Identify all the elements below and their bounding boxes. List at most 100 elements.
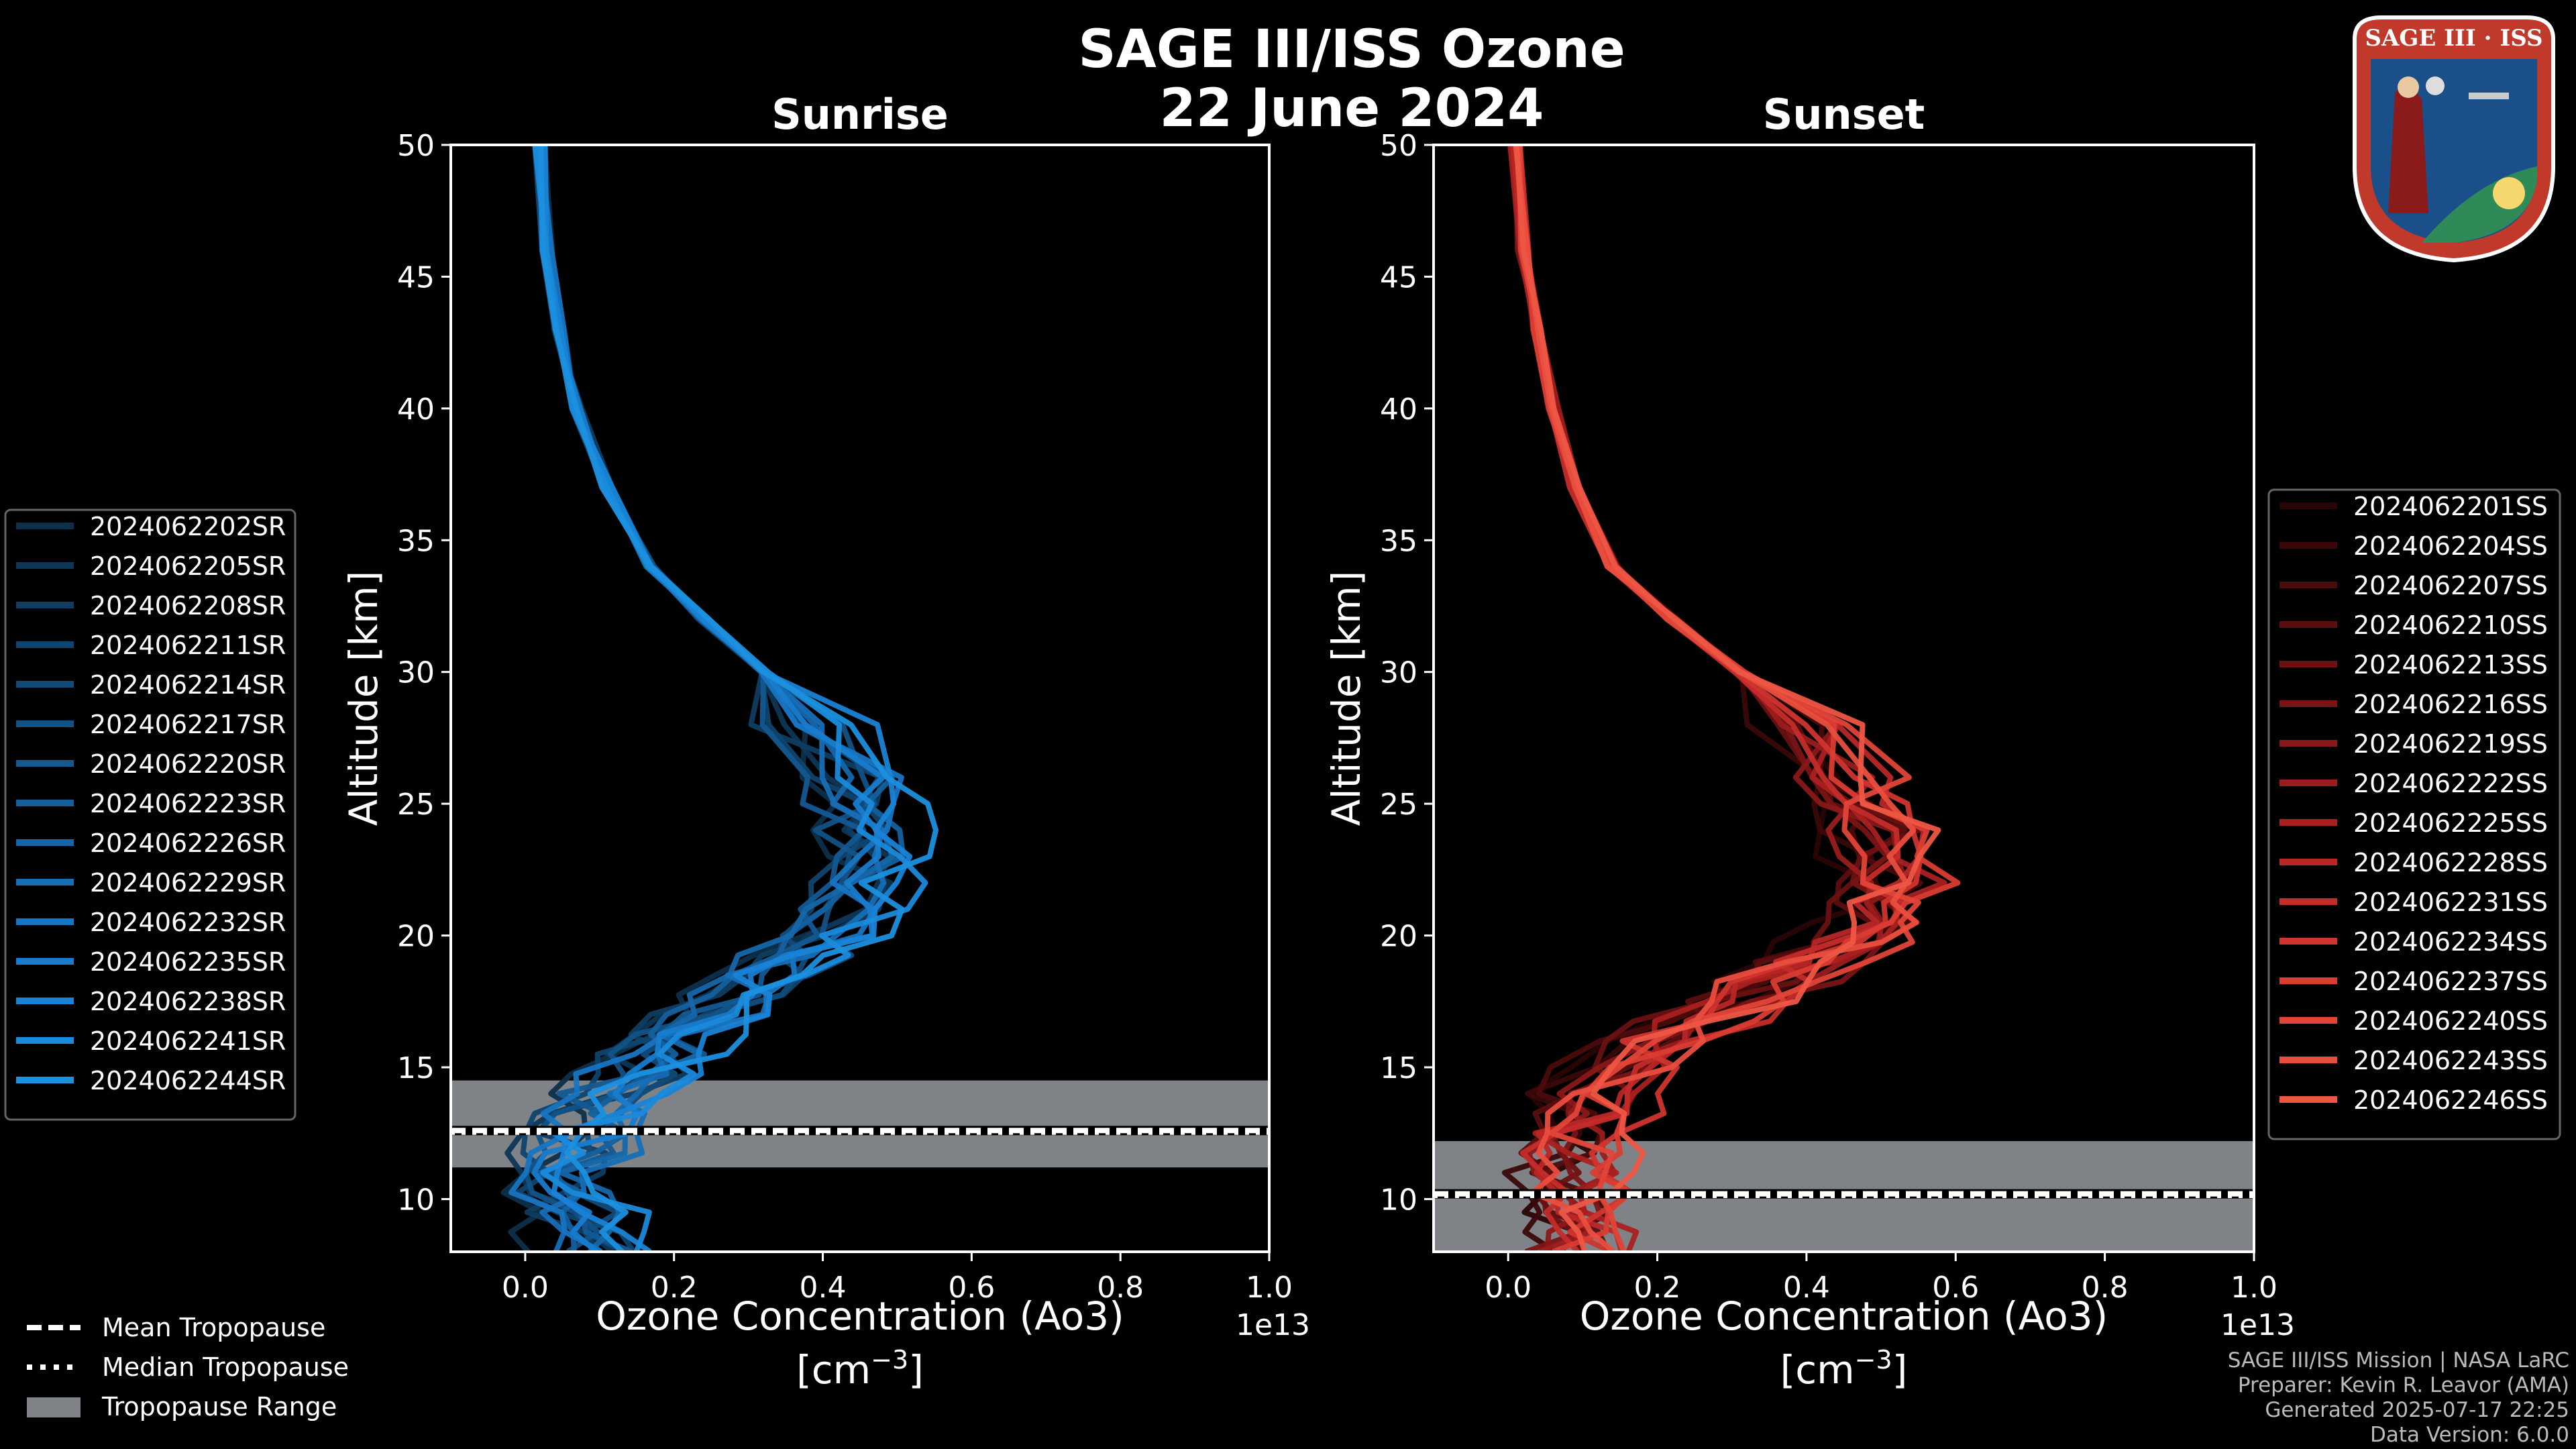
legend-entry-label: 2024062204SS [2353,531,2548,561]
y-tick-label: 20 [397,920,435,954]
legend-entry-label: 2024062238SR [90,987,286,1016]
x-tick-label: 0.0 [1485,1271,1532,1305]
profile-line-2024062231SS [1517,145,1904,1252]
legend-entry-label: 2024062234SS [2353,927,2548,957]
patch-sun [2493,177,2525,209]
legend-entry-label: 2024062241SR [90,1026,286,1056]
profile-line-2024062240SS [1517,145,1921,1252]
profile-line-2024062234SS [1517,145,1924,1252]
x-axis-label: Ozone Concentration (Ao3) [1580,1293,2108,1339]
x-tick-label: 0.0 [502,1271,549,1305]
y-tick-label: 35 [1380,524,1417,558]
panel-title: Sunrise [771,90,949,139]
legend-entry-label: 2024062205SR [90,551,286,581]
legend-entry-label: 2024062232SR [90,908,286,937]
sunrise-panel: 0.0 0.2 0.4 0.6 0.8 1.0 10 15 20 25 30 35 40 45 50 1e13… [341,90,1310,1393]
y-tick-label: 15 [1380,1051,1417,1085]
y-tick-label: 25 [397,788,435,822]
legend-entry-label: 2024062210SS [2353,610,2548,640]
y-tick-label: 40 [1380,392,1417,427]
axes-frame [449,144,1271,1253]
y-tick-label: 10 [397,1183,435,1217]
patch-title: SAGE III · ISS [2365,25,2542,52]
legend-entry-label: 2024062226SR [90,828,286,858]
sage-iii-iss-mission-patch: SAGE III · ISS [2353,15,2555,263]
legend-entry-label: 2024062246SS [2353,1085,2548,1115]
legend-entry-label: 2024062229SR [90,868,286,898]
figure-title: SAGE III/ISS Ozone [1078,19,1625,80]
patch-figure [2388,87,2428,213]
credit-line: Data Version: 6.0.0 [2370,1423,2569,1447]
y-tick-label: 25 [1380,788,1417,822]
x-tick-label: 1.0 [2231,1271,2277,1305]
y-tick-label: 50 [397,129,435,163]
axes-frame [1432,144,2255,1253]
tropopause-range-label: Tropopause Range [101,1392,337,1421]
y-tick-label: 30 [1380,656,1417,690]
x-tick-label: 0.4 [800,1271,847,1305]
mean-tropopause-label: Mean Tropopause [102,1313,325,1342]
legend-entry-label: 2024062222SS [2353,769,2548,798]
x-tick-label: 0.6 [1932,1271,1979,1305]
figure-date: 22 June 2024 [1160,78,1544,139]
legend-entry-label: 2024062225SS [2353,808,2548,838]
legend-entry-label: 2024062220SR [90,749,286,779]
profile-line-2024062243SS [1513,145,1919,1252]
legend-entry-label: 2024062231SS [2353,888,2548,917]
credit-line: Preparer: Kevin R. Leavor (AMA) [2238,1373,2569,1397]
x-tick-label: 0.8 [1097,1271,1144,1305]
x-axis-unit: [cm−3] [1780,1345,1908,1393]
sunrise-legend: 2024062202SR 2024062205SR 2024062208SR 2024… [4,508,297,1121]
profile-line-2024062237SS [1513,145,1961,1252]
legend-frame [2267,488,2561,1140]
y-tick-label: 15 [397,1051,435,1085]
y-tick-label: 30 [397,656,435,690]
legend-entry-label: 2024062237SS [2353,967,2548,996]
legend-entry-label: 2024062216SS [2353,690,2548,719]
legend-entry-label: 2024062202SR [90,512,286,541]
patch-station [2469,93,2509,99]
x-axis-unit: [cm−3] [796,1345,924,1393]
legend-entry-label: 2024062235SR [90,947,286,977]
profile-line-2024062204SS [1501,145,1915,1252]
y-tick-label: 40 [397,392,435,427]
legend-entry-label: 2024062243SS [2353,1046,2548,1075]
legend-entry-label: 2024062228SS [2353,848,2548,877]
x-axis-label: Ozone Concentration (Ao3) [596,1293,1124,1339]
legend-entry-label: 2024062217SR [90,710,286,739]
y-tick-label: 35 [397,524,435,558]
patch-moon [2426,76,2445,95]
legend-frame [4,508,297,1121]
legend-entry-label: 2024062207SS [2353,571,2548,600]
x-offset-label: 1e13 [1236,1308,1310,1342]
credit-line: SAGE III/ISS Mission | NASA LaRC [2228,1348,2569,1373]
profile-line-2024062246SS [1513,145,1941,1252]
legend-entry-label: 2024062223SR [90,789,286,818]
x-tick-label: 1.0 [1246,1271,1293,1305]
y-tick-label: 45 [397,260,435,294]
credits: SAGE III/ISS Mission | NASA LaRC Prepare… [2228,1348,2569,1447]
legend-entry-label: 2024062244SR [90,1066,286,1095]
legend-entry-label: 2024062211SR [90,631,286,660]
x-tick-label: 0.2 [1634,1271,1681,1305]
profile-line-2024062219SS [1513,145,1909,1252]
y-tick-label: 10 [1380,1183,1417,1217]
tropopause-legend: Mean Tropopause Median Tropopause Tropop… [27,1313,349,1421]
sunset-legend: 2024062201SS 2024062204SS 2024062207SS 2024… [2267,488,2561,1140]
legend-entry-label: 2024062219SS [2353,729,2548,759]
x-tick-label: 0.2 [651,1271,698,1305]
median-tropopause-label: Median Tropopause [102,1352,349,1382]
tropopause-range-swatch [27,1397,80,1417]
y-tick-label: 50 [1380,129,1417,163]
x-tick-label: 0.6 [948,1271,995,1305]
legend-entry-label: 2024062201SS [2353,492,2548,521]
legend-entry-label: 2024062214SR [90,670,286,700]
y-tick-label: 45 [1380,260,1417,294]
credit-line: Generated 2025-07-17 22:25 [2265,1398,2569,1422]
legend-entry-label: 2024062208SR [90,591,286,621]
patch-figure-head [2398,76,2419,98]
legend-entry-label: 2024062213SS [2353,650,2548,680]
sunset-panel: 0.0 0.2 0.4 0.6 0.8 1.0 10 15 20 25 30 35 40 45 50 1e13… [1324,90,2295,1393]
x-tick-label: 0.4 [1783,1271,1830,1305]
